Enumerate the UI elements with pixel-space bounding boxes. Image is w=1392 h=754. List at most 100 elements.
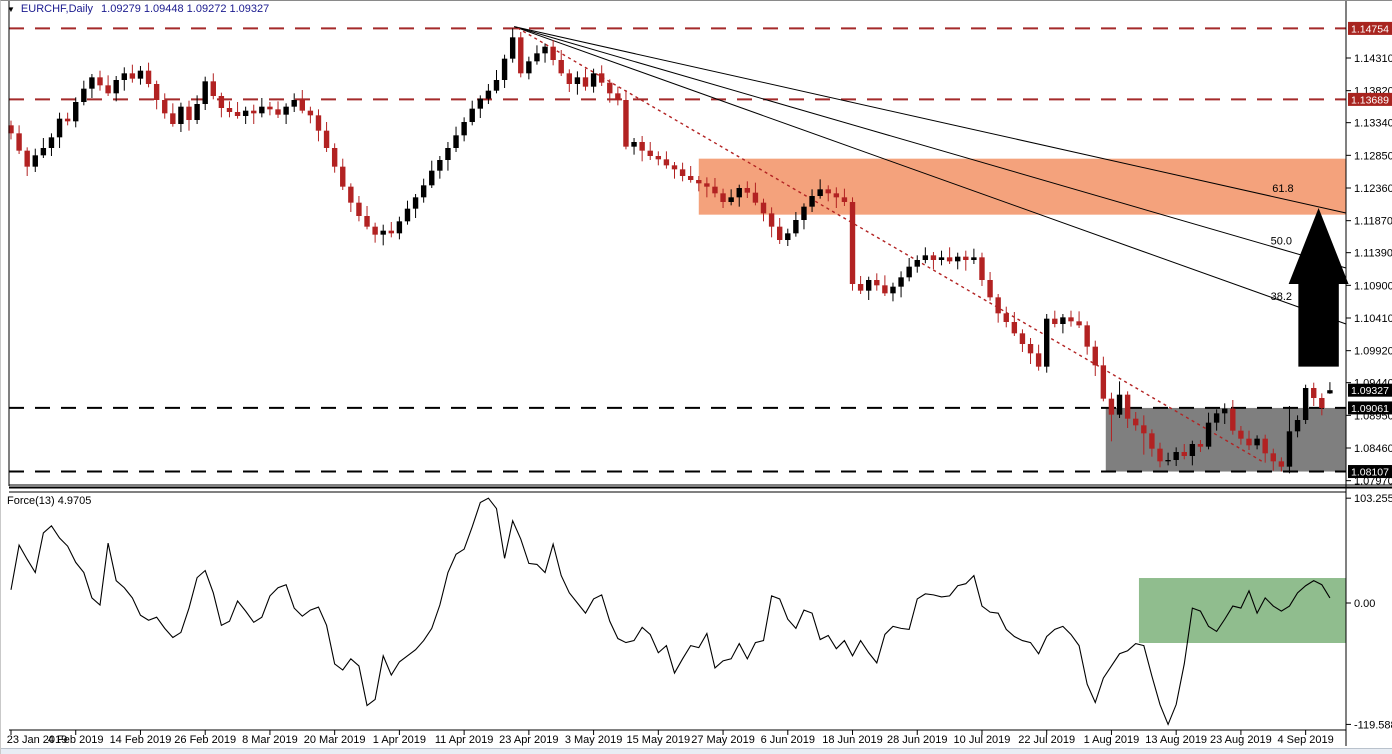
candle-body bbox=[1011, 322, 1018, 334]
candle-body bbox=[696, 180, 702, 184]
candle-body bbox=[1294, 420, 1301, 432]
candle-body bbox=[170, 113, 176, 124]
candle-body bbox=[566, 73, 573, 84]
candle-body bbox=[1133, 418, 1139, 426]
candle-body bbox=[1205, 422, 1212, 447]
candle-body bbox=[857, 284, 864, 291]
candle-body bbox=[89, 77, 95, 89]
candle-body bbox=[736, 188, 742, 198]
chart-symbol-period: EURCHF,Daily bbox=[20, 3, 94, 15]
candle-body bbox=[639, 142, 645, 151]
price-panel[interactable]: 61.8 50.0 38.2 bbox=[8, 26, 1349, 474]
candle-body bbox=[663, 159, 670, 166]
candle-body bbox=[242, 110, 249, 116]
candle-body bbox=[623, 100, 629, 147]
force-axis-label: 0.00 bbox=[1354, 598, 1375, 610]
date-axis-label: 10 Jul 2019 bbox=[954, 734, 1011, 746]
panel-borders bbox=[8, 1, 1392, 746]
candle-body bbox=[8, 125, 14, 134]
candle-body bbox=[1173, 452, 1179, 460]
candle-body bbox=[202, 81, 208, 104]
candle-body bbox=[1165, 460, 1171, 462]
price-tag bbox=[1348, 383, 1392, 397]
candle-body bbox=[752, 192, 759, 203]
candle-body bbox=[971, 257, 977, 260]
candle-body bbox=[348, 186, 354, 203]
candle-body bbox=[396, 221, 403, 234]
price-tag bbox=[1348, 92, 1392, 106]
candle-body bbox=[429, 170, 435, 186]
candle-body bbox=[1327, 390, 1333, 394]
candle-body bbox=[728, 197, 734, 202]
candle-body bbox=[825, 189, 831, 194]
candle-body bbox=[930, 255, 937, 260]
downtrend-dotted-line bbox=[517, 27, 1265, 464]
candle-body bbox=[906, 266, 912, 278]
candle-body bbox=[291, 100, 297, 107]
force-indicator-panel[interactable] bbox=[10, 497, 1346, 726]
candle-body bbox=[56, 118, 63, 138]
candle-body bbox=[485, 90, 492, 99]
candle-body bbox=[987, 280, 993, 298]
candle-body bbox=[1270, 453, 1276, 462]
candle-body bbox=[1124, 394, 1131, 419]
candle-body bbox=[226, 108, 233, 112]
candle-body bbox=[283, 106, 289, 115]
candle-body bbox=[1003, 313, 1009, 322]
candle-body bbox=[323, 130, 330, 148]
candle-body bbox=[1149, 433, 1155, 449]
candle-body bbox=[817, 189, 823, 196]
fib-618-supply-zone bbox=[698, 158, 1346, 215]
candle-body bbox=[655, 156, 662, 160]
candle-body bbox=[32, 155, 38, 167]
candle-body bbox=[647, 150, 653, 156]
date-axis-label: 8 Mar 2019 bbox=[242, 734, 298, 746]
candle-body bbox=[81, 88, 87, 102]
candle-body bbox=[461, 122, 467, 136]
candle-body bbox=[1108, 398, 1115, 415]
date-axis-label: 23 Apr 2019 bbox=[499, 734, 558, 746]
date-axis-label: 18 Jun 2019 bbox=[822, 734, 883, 746]
window-bottom-strip bbox=[1, 748, 1392, 754]
candle-body bbox=[979, 257, 985, 280]
fib-fan-trendline bbox=[514, 26, 1347, 214]
candle-body bbox=[129, 73, 136, 79]
date-axis-label: 20 Mar 2019 bbox=[304, 734, 366, 746]
candle-body bbox=[995, 297, 1001, 314]
candle-body bbox=[493, 80, 500, 91]
date-axis-label: 3 May 2019 bbox=[565, 734, 622, 746]
candle-body bbox=[590, 73, 597, 87]
candle-body bbox=[1141, 425, 1147, 434]
fib-level-label: 50.0 bbox=[1271, 236, 1292, 248]
candle-body bbox=[267, 106, 273, 110]
candle-body bbox=[615, 93, 621, 100]
candle-body bbox=[849, 202, 856, 284]
chart-title: ▼ EURCHF,Daily 1.09279 1.09448 1.09272 1.0… bbox=[7, 3, 269, 15]
candle-body bbox=[477, 98, 484, 109]
candle-body bbox=[121, 73, 127, 80]
date-axis-label: 14 Feb 2019 bbox=[110, 734, 172, 746]
candle-body bbox=[380, 230, 386, 235]
price-axis-label: 1.09920 bbox=[1354, 346, 1392, 358]
chart-dropdown-icon[interactable]: ▼ bbox=[7, 5, 15, 14]
candle-body bbox=[259, 106, 265, 114]
candle-body bbox=[364, 216, 370, 227]
candle-body bbox=[882, 285, 888, 294]
candle-body bbox=[898, 277, 904, 287]
candle-body bbox=[1230, 408, 1236, 431]
candle-body bbox=[1044, 318, 1050, 367]
candle-body bbox=[1116, 394, 1123, 415]
candle-body bbox=[914, 260, 920, 267]
candle-body bbox=[1197, 444, 1204, 447]
candle-body bbox=[793, 220, 799, 234]
date-axis-label: 23 Jan 2019 bbox=[7, 734, 68, 746]
candle-body bbox=[704, 183, 710, 187]
candle-body bbox=[469, 108, 475, 122]
candle-body bbox=[1213, 413, 1220, 423]
candle-body bbox=[542, 46, 548, 54]
candle-body bbox=[372, 226, 378, 235]
candle-body bbox=[1238, 430, 1244, 439]
candle-body bbox=[518, 37, 524, 74]
